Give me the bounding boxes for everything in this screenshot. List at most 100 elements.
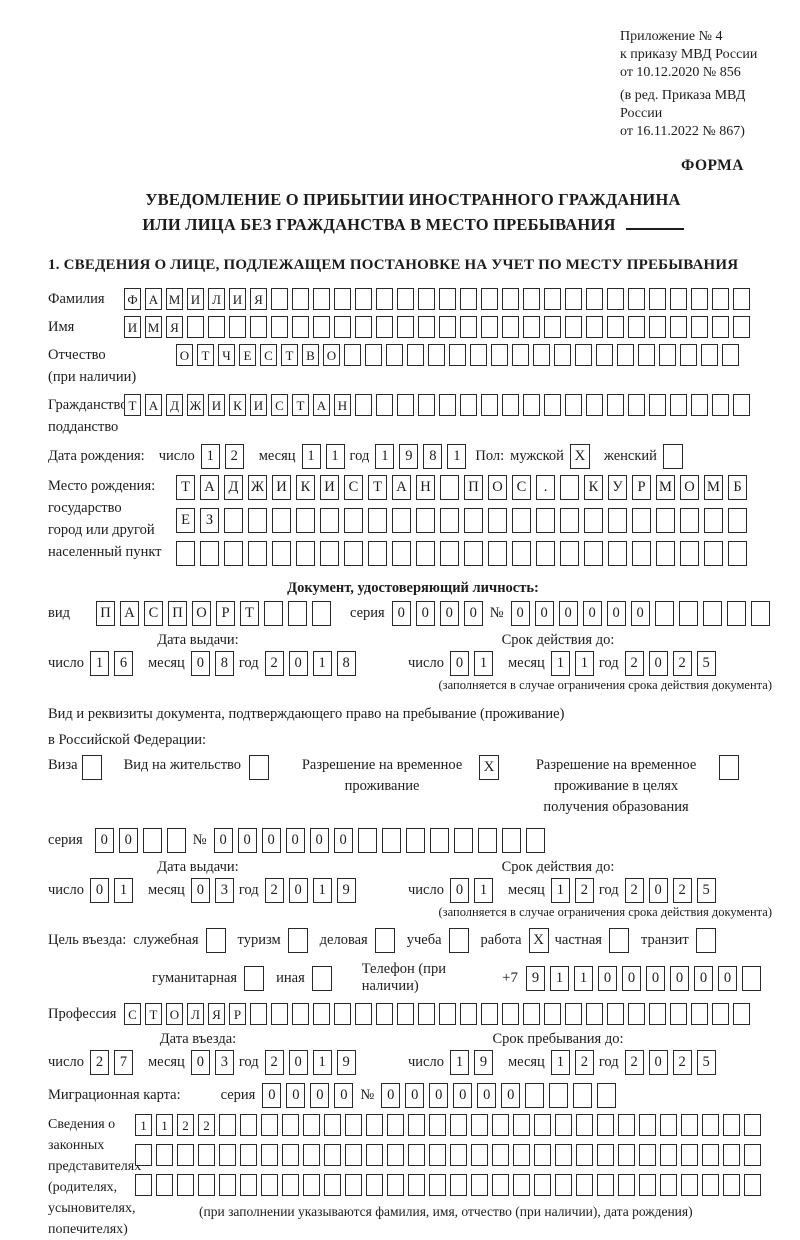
citizenship-char-cell[interactable] bbox=[649, 394, 666, 416]
profession-char-cell[interactable] bbox=[250, 1003, 267, 1025]
profession-char-cell[interactable] bbox=[397, 1003, 414, 1025]
birth-place-char-cell[interactable]: М bbox=[704, 475, 723, 500]
issue-day-cell[interactable]: 6 bbox=[113, 651, 133, 676]
doc-number-digit-cell[interactable]: 0 bbox=[534, 601, 554, 626]
stay-month-cell[interactable]: 1 bbox=[550, 1050, 570, 1075]
profession-char-cell[interactable] bbox=[649, 1003, 666, 1025]
given-name-char-cell[interactable] bbox=[313, 316, 330, 338]
patronymic-char-cell[interactable] bbox=[659, 344, 676, 366]
patronymic-char-cell[interactable] bbox=[575, 344, 592, 366]
given-name-char-cell[interactable]: М bbox=[145, 316, 162, 338]
res-issue-month-cell[interactable]: 3 bbox=[214, 878, 234, 903]
birth-year-cell[interactable]: 8 bbox=[423, 444, 443, 469]
surname-char-cell[interactable] bbox=[355, 288, 372, 310]
surname-char-cell[interactable]: М bbox=[166, 288, 183, 310]
phone-digit-cell[interactable]: 1 bbox=[574, 965, 593, 991]
doc-type-char-cell[interactable]: Т bbox=[239, 601, 259, 626]
given-name-char-cell[interactable] bbox=[565, 316, 582, 338]
representative-char-cell[interactable] bbox=[450, 1174, 467, 1196]
birth-place-char-cell[interactable]: К bbox=[584, 475, 603, 500]
given-name-char-cell[interactable] bbox=[208, 316, 225, 338]
patronymic-char-cell[interactable] bbox=[407, 344, 424, 366]
migration-number-digit-cell[interactable] bbox=[573, 1083, 593, 1108]
birth-place-char-cell[interactable] bbox=[488, 541, 507, 566]
birth-place-char-cell[interactable]: Б bbox=[728, 475, 747, 500]
birth-place-char-cell[interactable] bbox=[224, 541, 243, 566]
migration-number-digit-cell[interactable]: 0 bbox=[405, 1083, 425, 1108]
representative-char-cell[interactable] bbox=[639, 1174, 656, 1196]
issue-month-cell[interactable]: 0 bbox=[190, 651, 210, 676]
profession-char-cell[interactable]: С bbox=[124, 1003, 141, 1025]
birth-place-char-cell[interactable]: С bbox=[512, 475, 531, 500]
representative-char-cell[interactable] bbox=[492, 1114, 509, 1136]
birth-place-char-cell[interactable]: Д bbox=[224, 475, 243, 500]
residence-permit-check-cell[interactable] bbox=[249, 755, 270, 780]
residence-number-digit-cell[interactable] bbox=[477, 828, 497, 853]
representative-char-cell[interactable] bbox=[660, 1174, 677, 1196]
doc-type-char-cell[interactable]: П bbox=[167, 601, 187, 626]
migration-series-digit-cell[interactable]: 0 bbox=[334, 1083, 354, 1108]
res-issue-year-cell[interactable]: 9 bbox=[336, 878, 356, 903]
entry-year-cell[interactable]: 0 bbox=[288, 1050, 308, 1075]
stay-year-cell[interactable]: 2 bbox=[624, 1050, 644, 1075]
birth-place-char-cell[interactable] bbox=[464, 508, 483, 533]
entry-day-cell[interactable]: 2 bbox=[89, 1050, 109, 1075]
doc-number-digit-cell[interactable]: 0 bbox=[630, 601, 650, 626]
residence-number-digit-cell[interactable] bbox=[525, 828, 545, 853]
representative-char-cell[interactable] bbox=[618, 1174, 635, 1196]
birth-place-char-cell[interactable] bbox=[632, 508, 651, 533]
migration-number-digit-cell[interactable] bbox=[597, 1083, 617, 1108]
birth-place-char-cell[interactable] bbox=[656, 508, 675, 533]
res-expiry-year-cell[interactable]: 2 bbox=[624, 878, 644, 903]
birth-place-char-cell[interactable]: Н bbox=[416, 475, 435, 500]
representative-char-cell[interactable] bbox=[387, 1174, 404, 1196]
given-name-char-cell[interactable] bbox=[586, 316, 603, 338]
representative-char-cell[interactable] bbox=[135, 1174, 152, 1196]
migration-number-digit-cell[interactable]: 0 bbox=[477, 1083, 497, 1108]
purpose-humanitarian-checkbox[interactable] bbox=[244, 965, 265, 991]
surname-char-cell[interactable] bbox=[271, 288, 288, 310]
expiry-year-cell[interactable]: 5 bbox=[696, 651, 716, 676]
doc-series-digit-cell[interactable]: 0 bbox=[439, 601, 459, 626]
birth-place-char-cell[interactable] bbox=[632, 541, 651, 566]
surname-char-cell[interactable] bbox=[313, 288, 330, 310]
given-name-char-cell[interactable] bbox=[334, 316, 351, 338]
res-expiry-month-cell[interactable]: 1 bbox=[550, 878, 570, 903]
birth-place-char-cell[interactable]: Т bbox=[176, 475, 195, 500]
representative-char-cell[interactable] bbox=[597, 1174, 614, 1196]
profession-char-cell[interactable] bbox=[334, 1003, 351, 1025]
birth-day-cell[interactable]: 1 bbox=[200, 444, 220, 469]
representative-char-cell[interactable] bbox=[345, 1174, 362, 1196]
citizenship-char-cell[interactable] bbox=[544, 394, 561, 416]
representative-char-cell[interactable] bbox=[303, 1114, 320, 1136]
stay-month-cell[interactable]: 2 bbox=[574, 1050, 594, 1075]
representative-char-cell[interactable] bbox=[576, 1174, 593, 1196]
citizenship-char-cell[interactable] bbox=[670, 394, 687, 416]
entry-year-cell[interactable]: 1 bbox=[312, 1050, 332, 1075]
representative-char-cell[interactable] bbox=[387, 1114, 404, 1136]
residence-series-digit-cell[interactable] bbox=[166, 828, 186, 853]
representative-char-cell[interactable] bbox=[702, 1114, 719, 1136]
representative-char-cell[interactable] bbox=[471, 1114, 488, 1136]
given-name-char-cell[interactable] bbox=[628, 316, 645, 338]
patronymic-char-cell[interactable]: Е bbox=[239, 344, 256, 366]
birth-place-char-cell[interactable]: М bbox=[656, 475, 675, 500]
patronymic-char-cell[interactable]: О bbox=[176, 344, 193, 366]
patronymic-char-cell[interactable] bbox=[596, 344, 613, 366]
profession-char-cell[interactable]: Л bbox=[187, 1003, 204, 1025]
birth-place-char-cell[interactable] bbox=[680, 508, 699, 533]
given-name-char-cell[interactable] bbox=[250, 316, 267, 338]
patronymic-char-cell[interactable] bbox=[365, 344, 382, 366]
surname-char-cell[interactable] bbox=[418, 288, 435, 310]
profession-char-cell[interactable] bbox=[670, 1003, 687, 1025]
patronymic-char-cell[interactable]: Т bbox=[197, 344, 214, 366]
given-name-char-cell[interactable] bbox=[733, 316, 750, 338]
representative-char-cell[interactable] bbox=[723, 1114, 740, 1136]
expiry-year-cell[interactable]: 2 bbox=[624, 651, 644, 676]
birth-place-char-cell[interactable] bbox=[248, 541, 267, 566]
representative-char-cell[interactable] bbox=[282, 1174, 299, 1196]
representative-char-cell[interactable]: 2 bbox=[198, 1114, 215, 1136]
entry-year-cell[interactable]: 9 bbox=[336, 1050, 356, 1075]
patronymic-char-cell[interactable] bbox=[470, 344, 487, 366]
surname-char-cell[interactable] bbox=[439, 288, 456, 310]
